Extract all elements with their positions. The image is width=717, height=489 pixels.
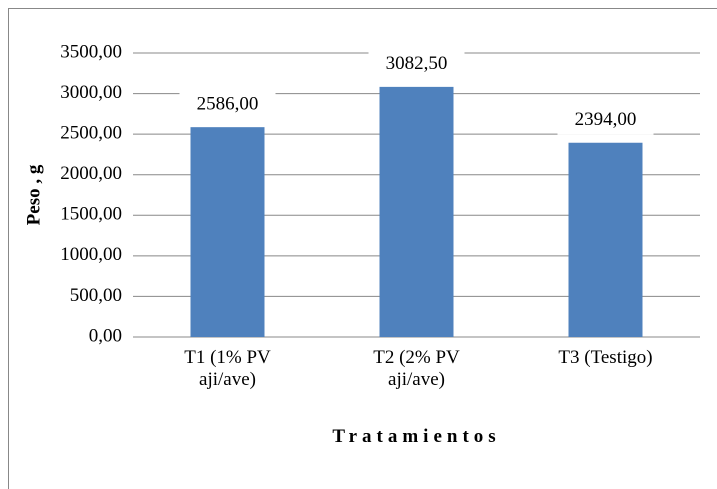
bar (379, 86, 454, 338)
value-label-bg (368, 50, 465, 79)
x-tick-label: T3 (Testigo) (558, 347, 653, 368)
y-tick-label: 500,00 (70, 285, 122, 306)
value-label-bg (179, 91, 276, 120)
bar (568, 142, 643, 337)
y-axis-title: Peso , g (23, 164, 44, 225)
y-tick-label: 1500,00 (60, 204, 122, 225)
value-label: 2394,00 (575, 109, 637, 130)
y-tick-label: 2500,00 (60, 123, 122, 144)
x-tick-label: T1 (1% PV aji/ave) (184, 347, 271, 390)
chart-border (8, 8, 717, 489)
y-tick-label: 3500,00 (60, 41, 122, 62)
y-tick-label: 2000,00 (60, 163, 122, 184)
x-tick-label: T2 (2% PV aji/ave) (373, 347, 460, 390)
value-label-bg (557, 106, 654, 135)
x-axis-title: Tratamientos (332, 426, 501, 447)
y-tick-label: 0,00 (89, 325, 122, 346)
value-label: 3082,50 (386, 53, 448, 74)
value-label: 2586,00 (197, 94, 259, 115)
y-tick-label: 1000,00 (60, 244, 122, 265)
y-tick-label: 3000,00 (60, 82, 122, 103)
bar (190, 127, 265, 337)
